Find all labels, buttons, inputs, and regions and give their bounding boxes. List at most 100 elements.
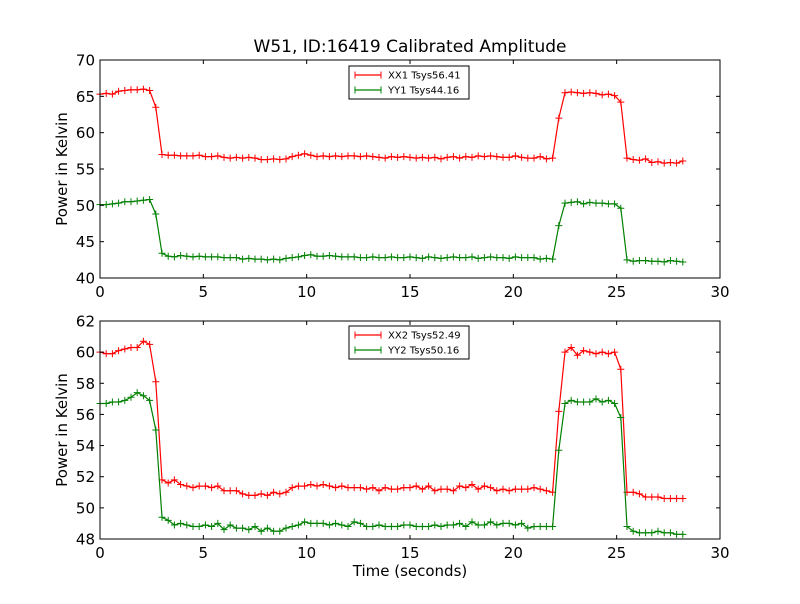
data-point bbox=[474, 254, 482, 262]
data-point bbox=[406, 253, 414, 261]
data-point bbox=[387, 153, 395, 161]
data-point bbox=[580, 347, 588, 355]
x-tick-label: 20 bbox=[504, 544, 523, 562]
data-point bbox=[573, 398, 581, 406]
data-point bbox=[555, 407, 563, 415]
x-tick-label: 5 bbox=[199, 283, 209, 301]
data-point bbox=[505, 254, 513, 262]
data-point bbox=[189, 484, 197, 492]
data-point bbox=[598, 398, 606, 406]
data-point bbox=[493, 487, 501, 495]
data-point bbox=[276, 256, 284, 264]
data-point bbox=[102, 89, 110, 97]
data-point bbox=[629, 488, 637, 496]
data-point bbox=[449, 487, 457, 495]
data-point bbox=[350, 518, 358, 526]
y-tick-label: 62 bbox=[76, 313, 95, 331]
data-point bbox=[363, 152, 371, 160]
data-point bbox=[276, 156, 284, 164]
data-point bbox=[294, 521, 302, 529]
data-point bbox=[381, 484, 389, 492]
data-point bbox=[226, 154, 234, 162]
data-point bbox=[121, 345, 129, 353]
data-point bbox=[170, 476, 178, 484]
x-tick-label: 0 bbox=[95, 283, 105, 301]
data-point bbox=[108, 350, 116, 358]
data-point bbox=[617, 204, 625, 212]
data-point bbox=[673, 257, 681, 265]
y-axis-label: Power in Kelvin bbox=[53, 373, 71, 487]
data-point bbox=[549, 523, 557, 531]
data-point bbox=[412, 154, 420, 162]
data-point bbox=[356, 484, 364, 492]
data-point bbox=[536, 153, 544, 161]
data-point bbox=[146, 196, 154, 204]
y-tick-label: 55 bbox=[76, 161, 95, 179]
data-point bbox=[375, 254, 383, 262]
data-point bbox=[220, 487, 228, 495]
data-point bbox=[425, 253, 433, 261]
data-point bbox=[468, 153, 476, 161]
data-point bbox=[406, 484, 414, 492]
x-tick-label: 10 bbox=[297, 544, 316, 562]
data-point bbox=[152, 426, 160, 434]
data-point bbox=[115, 199, 123, 207]
data-point bbox=[208, 153, 216, 161]
data-point bbox=[394, 153, 402, 161]
data-point bbox=[536, 523, 544, 531]
data-point bbox=[431, 487, 439, 495]
data-point bbox=[332, 519, 340, 527]
data-point bbox=[437, 523, 445, 531]
data-point bbox=[245, 153, 253, 161]
data-point bbox=[121, 198, 129, 206]
data-point bbox=[462, 523, 470, 531]
data-point bbox=[270, 488, 278, 496]
y-tick-label: 40 bbox=[76, 270, 95, 288]
data-point bbox=[232, 153, 240, 161]
data-point bbox=[679, 530, 687, 538]
data-point bbox=[232, 524, 240, 532]
data-point bbox=[487, 253, 495, 261]
data-point bbox=[437, 254, 445, 262]
data-point bbox=[660, 495, 668, 503]
data-point bbox=[115, 347, 123, 355]
data-point bbox=[530, 523, 538, 531]
data-point bbox=[170, 253, 178, 261]
data-point bbox=[214, 253, 222, 261]
data-point bbox=[381, 523, 389, 531]
data-point bbox=[679, 157, 687, 165]
series-1 bbox=[96, 85, 687, 167]
data-point bbox=[263, 491, 271, 499]
x-tick-label: 10 bbox=[297, 283, 316, 301]
data-point bbox=[301, 518, 309, 526]
data-point bbox=[251, 523, 259, 531]
data-point bbox=[629, 257, 637, 265]
data-point bbox=[642, 529, 650, 537]
data-point bbox=[270, 527, 278, 535]
data-point bbox=[586, 398, 594, 406]
data-point bbox=[282, 254, 290, 262]
data-point bbox=[611, 400, 619, 408]
data-point bbox=[387, 523, 395, 531]
data-point bbox=[604, 200, 612, 208]
data-point bbox=[505, 487, 513, 495]
data-point bbox=[164, 516, 172, 524]
data-point bbox=[456, 482, 464, 490]
data-point bbox=[102, 400, 110, 408]
data-point bbox=[270, 155, 278, 163]
data-point bbox=[369, 484, 377, 492]
data-point bbox=[493, 521, 501, 529]
data-point bbox=[338, 153, 346, 161]
data-point bbox=[474, 485, 482, 493]
data-point bbox=[177, 481, 185, 488]
data-point bbox=[127, 343, 135, 351]
data-point bbox=[598, 91, 606, 99]
data-point bbox=[629, 527, 637, 535]
data-point bbox=[344, 152, 352, 160]
data-point bbox=[480, 153, 488, 161]
data-point bbox=[344, 523, 352, 531]
data-point bbox=[425, 482, 433, 490]
data-point bbox=[499, 485, 507, 493]
data-point bbox=[257, 527, 265, 535]
